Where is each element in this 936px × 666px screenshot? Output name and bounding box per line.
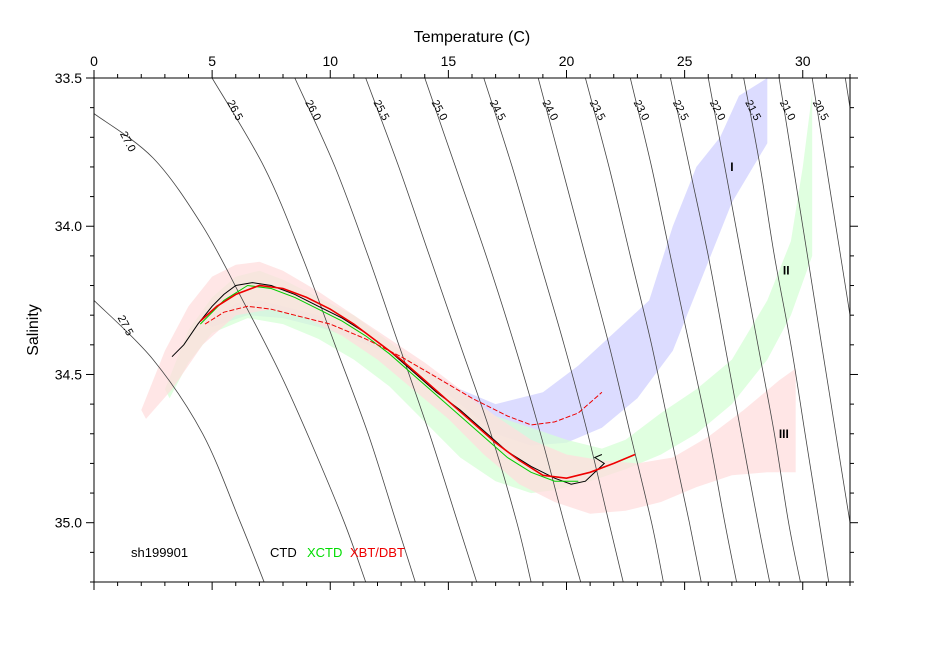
density-contour (365, 78, 532, 582)
density-contour-label: 24.0 (539, 98, 560, 123)
density-contour-label: 25.0 (429, 98, 450, 123)
x-tick-label: 0 (90, 53, 98, 69)
y-tick-label: 34.5 (55, 366, 82, 382)
density-contour-label: 24.5 (487, 98, 508, 123)
density-contour-label: 26.0 (302, 98, 323, 123)
density-contour-label: 25.5 (371, 98, 392, 123)
density-contour (778, 78, 850, 523)
envelope-iii (141, 261, 796, 514)
density-contour (211, 78, 416, 582)
density-contour (483, 78, 624, 582)
density-contour (743, 78, 830, 582)
x-tick-label: 5 (208, 53, 216, 69)
profile-series-layer (171, 282, 636, 485)
density-contour-label: 21.0 (777, 98, 798, 123)
legend-xctd: XCTD (307, 545, 342, 560)
region-label-i: I (730, 160, 733, 174)
y-axis-ticks: 33.5 34.0 34.5 35.0 (55, 70, 858, 583)
x-tick-label: 30 (795, 53, 811, 69)
envelope-layer (141, 78, 813, 514)
density-contour-label: 22.5 (670, 98, 691, 123)
density-contour-label: 20.5 (810, 98, 831, 123)
legend-xbt-dbt: XBT/DBT (350, 545, 405, 560)
y-tick-label: 35.0 (55, 515, 82, 531)
region-label-iii: III (779, 427, 789, 441)
density-contour (94, 300, 265, 582)
series-xbt-dbt (199, 284, 636, 480)
density-contour (707, 78, 801, 582)
series-xbt-dbt (204, 305, 603, 426)
density-contour-label: 26.5 (224, 98, 245, 123)
envelope-i (207, 78, 768, 446)
series-ctd (171, 282, 606, 485)
density-contour (811, 78, 850, 316)
density-contour-layer (94, 78, 850, 582)
density-contour (585, 78, 702, 582)
series-xctd (199, 284, 579, 482)
station-label: sh199901 (131, 545, 188, 560)
density-contour (629, 78, 737, 582)
density-contour (424, 78, 582, 582)
y-axis-title: Salinity (25, 304, 42, 356)
y-tick-label: 33.5 (55, 70, 82, 86)
y-tick-label: 34.0 (55, 218, 82, 234)
density-contour-label: 22.0 (707, 98, 728, 123)
legend-ctd: CTD (270, 545, 297, 560)
density-contour-label: 23.5 (587, 98, 608, 123)
x-tick-label: 10 (322, 53, 338, 69)
x-axis-ticks: 0 5 10 15 20 25 30 (90, 53, 851, 590)
density-contour (294, 78, 478, 582)
density-contour-label: 27.0 (117, 130, 138, 155)
region-label-ii: II (783, 264, 790, 278)
x-tick-label: 15 (441, 53, 457, 69)
density-contour (844, 78, 850, 108)
density-contour-label: 23.0 (631, 98, 652, 123)
x-axis-title: Temperature (C) (414, 29, 530, 46)
density-contour (670, 78, 771, 582)
x-tick-label: 20 (559, 53, 575, 69)
density-contour (94, 113, 367, 582)
density-contour (537, 78, 664, 582)
x-tick-label: 25 (677, 53, 693, 69)
density-contour-label: 27.5 (115, 313, 136, 338)
